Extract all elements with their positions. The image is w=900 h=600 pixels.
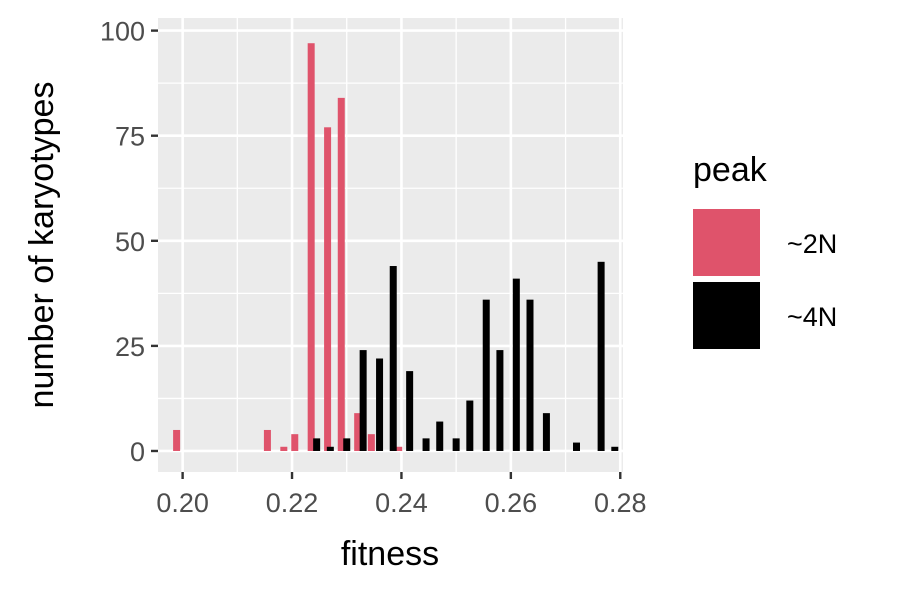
bar-4n (359, 350, 367, 451)
axis-ticks (151, 29, 622, 479)
x-tick-label: 0.22 (266, 488, 319, 518)
x-tick-label: 0.26 (485, 488, 538, 518)
bars (173, 43, 619, 451)
legend-label-4n: ~4N (787, 302, 837, 332)
bar-4n (512, 278, 520, 451)
legend-label-2n: ~2N (787, 229, 837, 259)
bar-2n (291, 434, 299, 451)
tick-labels: 0.20 0.22 0.24 0.26 0.28 0 25 50 75 100 (100, 17, 647, 518)
bar-4n (376, 358, 384, 451)
bar-4n (389, 266, 397, 451)
bar-2n (354, 413, 362, 451)
legend-key-2n (693, 209, 760, 276)
bar-4n (326, 446, 334, 451)
bar-2n (263, 429, 271, 451)
x-tick-label: 0.28 (594, 488, 647, 518)
bar-4n (313, 438, 321, 451)
bar-4n (611, 446, 619, 451)
x-tick-label: 0.24 (375, 488, 428, 518)
y-tick-label: 100 (100, 17, 145, 47)
bar-4n (406, 371, 414, 451)
bar-4n (526, 299, 534, 451)
bar-4n (482, 299, 490, 451)
bar-2n (337, 97, 345, 451)
y-tick-label: 50 (115, 227, 145, 257)
bar-2n (280, 446, 288, 451)
bar-4n (597, 261, 605, 451)
bar-4n (343, 438, 351, 451)
legend: peak ~2N ~4N (693, 151, 837, 349)
bar-4n (573, 442, 580, 451)
legend-key-4n (693, 282, 760, 349)
bar-2n (395, 446, 403, 451)
bar-4n (466, 400, 474, 451)
bar-4n (496, 350, 504, 451)
y-tick-label: 0 (130, 437, 145, 467)
y-axis-title: number of karyotypes (23, 82, 61, 409)
legend-title: peak (693, 151, 768, 189)
x-tick-label: 0.20 (156, 488, 209, 518)
y-tick-label: 25 (115, 332, 145, 362)
bar-4n (422, 438, 430, 451)
bar-4n (436, 421, 444, 451)
bar-2n (324, 127, 332, 451)
bar-2n (367, 434, 375, 451)
bar-2n (307, 43, 315, 451)
y-tick-label: 75 (115, 122, 145, 152)
x-axis-title: fitness (341, 535, 439, 573)
bar-4n (452, 438, 460, 451)
bar-2n (173, 429, 181, 451)
bar-4n (542, 413, 550, 451)
